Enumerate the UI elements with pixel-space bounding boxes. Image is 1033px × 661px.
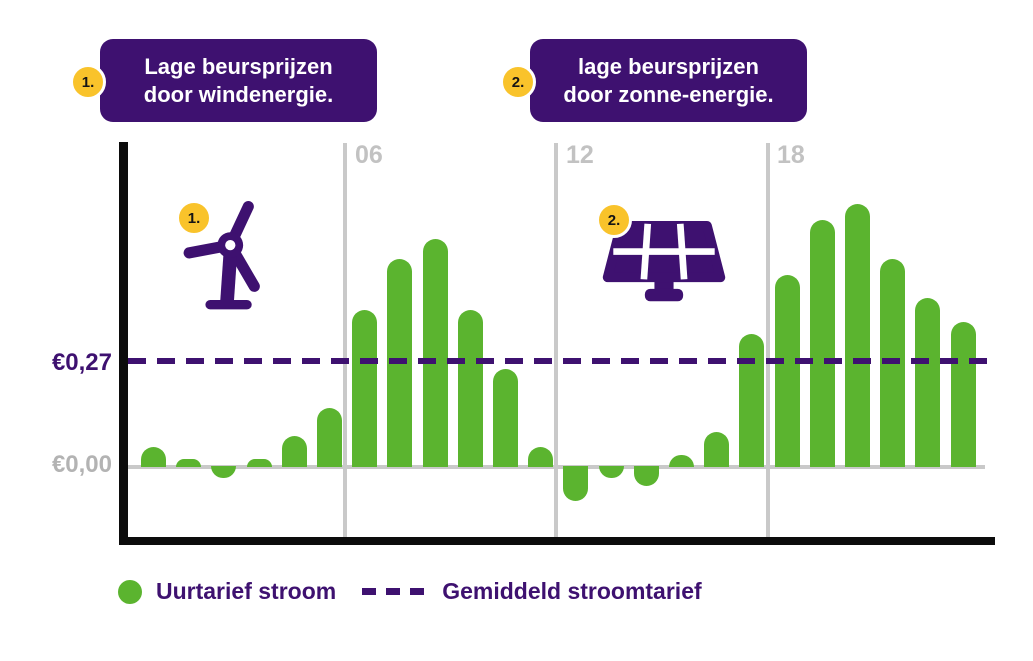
x-tick-06: 06 bbox=[355, 141, 383, 169]
solar-panel-icon bbox=[602, 220, 726, 302]
annotation-solar-number-badge: 2. bbox=[596, 202, 632, 238]
bar-hour-4 bbox=[281, 435, 307, 467]
bar-hour-1 bbox=[176, 459, 202, 467]
bar-hour-17 bbox=[739, 333, 765, 467]
gridline-06 bbox=[343, 143, 347, 537]
bar-hour-2 bbox=[211, 466, 237, 478]
zero-baseline bbox=[128, 465, 985, 469]
y-tick-average: €0,27 bbox=[51, 349, 112, 376]
callout-solar: lage beursprijzen door zonne-energie. bbox=[530, 39, 807, 122]
x-tick-18: 18 bbox=[777, 141, 805, 169]
bar-hour-0 bbox=[141, 447, 166, 467]
callout-wind-line2: door windenergie. bbox=[143, 81, 334, 107]
callout-wind-number-badge: 1. bbox=[70, 64, 106, 100]
bar-hour-12 bbox=[563, 466, 589, 502]
bar-hour-15 bbox=[669, 455, 694, 467]
bar-hour-22 bbox=[915, 298, 941, 467]
average-price-dashed-line bbox=[128, 358, 988, 364]
callout-wind: Lage beursprijzen door windenergie. bbox=[100, 39, 377, 122]
bar-hour-18 bbox=[774, 274, 800, 467]
callout-wind-line1: Lage beursprijzen bbox=[144, 53, 333, 79]
callout-solar-number-badge: 2. bbox=[500, 64, 536, 100]
bar-hour-8 bbox=[422, 239, 448, 467]
bar-hour-3 bbox=[246, 459, 272, 467]
x-axis-line bbox=[119, 537, 995, 545]
bar-hour-20 bbox=[845, 203, 870, 467]
bar-hour-10 bbox=[493, 368, 518, 467]
legend: Uurtarief stroom Gemiddeld stroomtarief bbox=[118, 578, 702, 605]
bar-hour-23 bbox=[950, 321, 976, 467]
bar-hour-9 bbox=[457, 309, 483, 467]
bar-hour-5 bbox=[317, 408, 342, 467]
legend-bars-label: Uurtarief stroom bbox=[156, 578, 337, 604]
legend-bar-swatch bbox=[118, 579, 142, 604]
wind-turbine-icon bbox=[183, 201, 260, 310]
bar-hour-16 bbox=[704, 431, 730, 467]
bar-hour-13 bbox=[598, 466, 624, 478]
bar-hour-14 bbox=[633, 466, 659, 486]
bar-hour-19 bbox=[809, 219, 835, 467]
legend-line-label: Gemiddeld stroomtarief bbox=[442, 578, 702, 604]
callout-solar-line2: door zonne-energie. bbox=[563, 81, 774, 107]
bar-hour-6 bbox=[352, 309, 378, 467]
annotation-wind-number-badge: 1. bbox=[176, 200, 212, 236]
bar-hour-11 bbox=[528, 447, 554, 467]
y-tick-zero: €0,00 bbox=[51, 451, 112, 478]
gridline-18 bbox=[766, 143, 770, 537]
x-tick-12: 12 bbox=[566, 141, 594, 169]
callout-solar-line1: lage beursprijzen bbox=[578, 53, 759, 79]
y-axis-line bbox=[119, 142, 128, 545]
gridline-12 bbox=[554, 143, 558, 537]
legend-dashed-line-swatch bbox=[362, 588, 429, 595]
